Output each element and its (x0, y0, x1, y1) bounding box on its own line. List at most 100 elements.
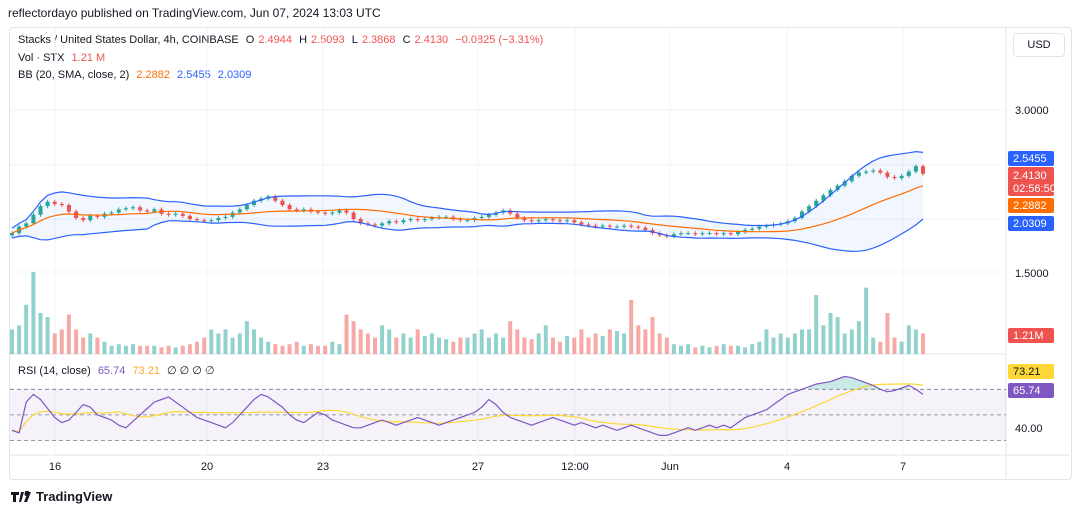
symbol-title[interactable]: Stacks / United States Dollar, 4h, COINB… (18, 34, 239, 46)
grid (10, 28, 1006, 455)
candle-body (59, 204, 64, 206)
volume-bar (444, 339, 449, 354)
x-tick-label: 16 (49, 461, 61, 473)
bb-mid-label: 2.2882 (1013, 200, 1047, 212)
candle-body (223, 216, 228, 218)
last-price-label: 2.4130 (1013, 170, 1047, 182)
volume-bar (750, 344, 755, 354)
candle-body (31, 214, 36, 224)
volume-bar (308, 344, 313, 354)
volume-bar (622, 333, 627, 354)
volume-bar (244, 321, 249, 354)
candle-body (24, 223, 29, 227)
volume-bar (807, 329, 812, 354)
volume-bar (515, 329, 520, 354)
candle-body (821, 195, 826, 201)
rsi-label[interactable]: RSI (14, close) (18, 365, 91, 377)
candle-body (479, 216, 484, 218)
volume-bar (636, 325, 641, 354)
candle-body (707, 233, 712, 235)
volume-bar (74, 329, 79, 354)
bb-mid-value: 2.2882 (136, 69, 170, 81)
tradingview-logo-icon (11, 490, 31, 502)
y-tick-label: 3.0000 (1015, 105, 1049, 117)
volume-bar (116, 344, 121, 354)
bb-mid-label-bg (1008, 198, 1054, 213)
volume-bar (209, 329, 214, 354)
volume-bar (415, 329, 420, 354)
volume-bar (301, 345, 306, 354)
candle-body (415, 219, 420, 221)
volume-bar (586, 337, 591, 354)
candle-body (543, 219, 548, 221)
candle-body (636, 226, 641, 228)
tradingview-logo[interactable]: TradingView (10, 489, 112, 504)
candle-body (152, 209, 157, 212)
candle-body (615, 226, 619, 228)
volume-bar (237, 333, 242, 354)
volume-bar (600, 336, 605, 354)
candle-body (757, 226, 762, 229)
candle-body (536, 220, 541, 222)
candle-body (906, 171, 911, 176)
volume-value: 1.21 M (71, 52, 106, 64)
volume-bar (657, 333, 662, 354)
candle-body (387, 221, 392, 224)
volume-bar (593, 333, 598, 354)
volume-bar (913, 329, 918, 354)
volume-bar (38, 313, 43, 354)
volume-bar (52, 333, 57, 354)
candle-body (187, 215, 192, 219)
volume-bar (437, 337, 441, 354)
volume-bar (145, 345, 150, 354)
volume-bar (351, 321, 356, 354)
rsi-ma-label-bg (1008, 364, 1054, 379)
volume-label[interactable]: Vol · STX (18, 52, 65, 64)
candle-body (131, 207, 135, 209)
volume-bar (280, 345, 285, 354)
volume-bar (259, 337, 264, 354)
volume-bar (59, 329, 64, 354)
candle-body (316, 211, 320, 213)
countdown-label: 02:56:50 (1013, 183, 1056, 195)
volume-bar (81, 337, 86, 354)
volume-bar (494, 333, 498, 354)
volume-bar (828, 313, 833, 354)
candle-body (252, 200, 256, 205)
candle-body (408, 219, 413, 221)
rsi-ma-line (11, 383, 924, 433)
bb-upper-label-bg (1008, 151, 1054, 166)
x-tick-label: 4 (784, 461, 790, 473)
bb-legend: BB (20, SMA, close, 2) 2.2882 2.5455 2.0… (18, 69, 255, 81)
candle-body (123, 208, 128, 210)
candle-body (728, 233, 733, 235)
candle-body (401, 220, 406, 223)
volume-bar (743, 347, 748, 354)
currency-button[interactable]: USD (1013, 33, 1065, 57)
volume-bar (728, 345, 733, 354)
volume-bar (522, 337, 527, 354)
rsi-ma-value: 73.21 (132, 365, 160, 377)
chart-frame (9, 27, 1072, 480)
volume-bar (273, 344, 278, 354)
volume-bar (550, 337, 555, 354)
bb-lower-label-bg (1008, 216, 1054, 231)
x-tick-label: Jun (661, 461, 679, 473)
candle-body (572, 220, 577, 223)
candle-body (593, 225, 598, 227)
candle-body (679, 233, 683, 235)
high-value: 2.5093 (311, 34, 345, 46)
bb-label[interactable]: BB (20, SMA, close, 2) (18, 69, 130, 81)
volume-bar (579, 329, 584, 354)
candle-body (429, 218, 434, 220)
candle-body (358, 219, 363, 224)
candle-body (195, 219, 199, 221)
volume-bar (294, 341, 299, 354)
volume-bar (316, 345, 320, 354)
volume-bar (95, 337, 100, 354)
candle-body (736, 232, 740, 235)
candle-body (287, 205, 292, 210)
volume-bar (906, 325, 911, 354)
volume-bar (899, 341, 904, 354)
